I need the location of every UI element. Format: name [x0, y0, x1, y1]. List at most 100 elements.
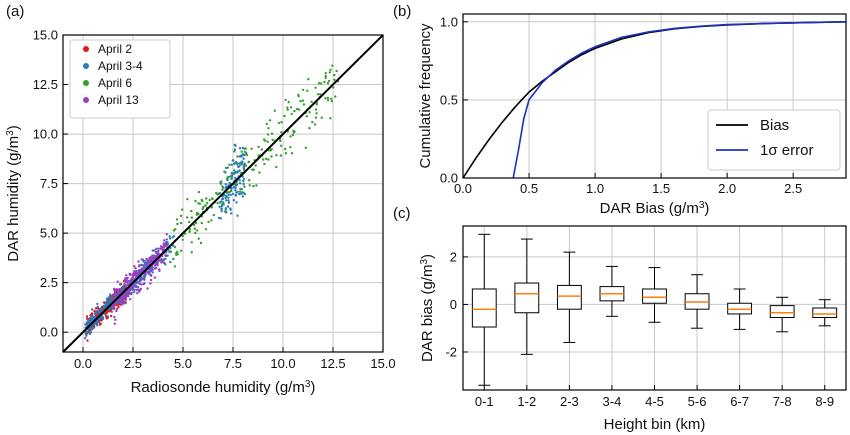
legend-marker [83, 97, 89, 103]
scatter-point [238, 179, 241, 182]
scatter-point [155, 252, 158, 255]
scatter-point [267, 127, 270, 130]
scatter-point [172, 257, 175, 261]
scatter-point [270, 155, 273, 158]
scatter-point [231, 159, 234, 162]
scatter-point [229, 189, 233, 193]
scatter-point [329, 68, 332, 72]
scatter-point [135, 269, 138, 273]
scatter-point [85, 315, 89, 318]
panel-c-ytick-label: 2 [450, 249, 457, 264]
scatter-point [233, 148, 237, 151]
scatter-point [207, 220, 210, 224]
scatter-point [168, 235, 171, 238]
scatter-point [163, 261, 166, 265]
scatter-point [116, 280, 119, 283]
scatter-point [242, 157, 245, 160]
scatter-point [113, 291, 117, 294]
iqr-box [769, 305, 795, 319]
scatter-point [320, 116, 323, 119]
scatter-point [190, 251, 193, 254]
scatter-point [284, 98, 287, 102]
scatter-point [134, 267, 137, 270]
scatter-point [114, 295, 118, 298]
panel-a-label: (a) [6, 3, 24, 20]
scatter-point [228, 163, 231, 166]
scatter-point [190, 216, 194, 219]
scatter-point [220, 205, 223, 208]
scatter-point [290, 112, 293, 116]
scatter-point [299, 99, 302, 103]
scatter-point [238, 182, 242, 185]
scatter-point [86, 318, 90, 322]
scatter-point [260, 148, 263, 151]
scatter-point [125, 292, 128, 295]
scatter-point [233, 169, 236, 172]
scatter-point [279, 144, 283, 147]
scatter-point [113, 289, 116, 292]
legend-marker [83, 63, 89, 69]
box-6-7 [727, 288, 753, 330]
scatter-point [145, 261, 148, 264]
scatter-point [185, 216, 189, 219]
scatter-point [215, 191, 218, 195]
scatter-point [275, 165, 278, 169]
scatter-point [326, 96, 330, 100]
legend-box [69, 39, 171, 119]
scatter-point [188, 230, 191, 233]
scatter-point [91, 308, 94, 311]
scatter-point [141, 258, 145, 261]
scatter-point [84, 332, 87, 336]
scatter-point [221, 186, 225, 189]
scatter-point [217, 216, 221, 220]
scatter-point [158, 269, 161, 273]
scatter-point [330, 100, 333, 103]
scatter-point [233, 162, 236, 166]
scatter-point [138, 264, 141, 267]
scatter-point [143, 278, 146, 281]
scatter-point [314, 108, 318, 111]
scatter-point [135, 288, 138, 292]
scatter-point [136, 292, 139, 295]
scatter-point [223, 170, 226, 173]
scatter-point [310, 100, 313, 104]
scatter-point [286, 108, 289, 112]
scatter-point [304, 146, 307, 149]
scatter-point [324, 72, 327, 75]
scatter-point [143, 275, 146, 278]
scatter-point [228, 181, 231, 185]
panel-c-ytick-label: -2 [445, 344, 457, 359]
scatter-point [152, 256, 155, 260]
scatter-point [248, 179, 251, 182]
scatter-point [230, 212, 233, 215]
panel-a-xlabel: Radiosonde humidity (g/m3) [131, 379, 316, 397]
scatter-point [236, 190, 239, 194]
scatter-point [284, 152, 288, 155]
scatter-point [201, 207, 204, 211]
scatter-point [210, 197, 214, 200]
scatter-point [229, 207, 232, 210]
scatter-point [186, 198, 189, 201]
panel-c-xtick-label: 5-6 [688, 394, 707, 409]
scatter-point [156, 250, 160, 253]
scatter-point [210, 219, 213, 222]
panel-a-xtick-label: 10.0 [270, 356, 295, 371]
legend-entry: 1σ error [760, 142, 813, 159]
scatter-point [291, 133, 295, 137]
scatter-point [139, 278, 143, 282]
scatter-point [231, 192, 235, 196]
scatter-point [230, 171, 233, 175]
scatter-point [266, 140, 269, 143]
scatter-point [133, 265, 136, 268]
legend-entry: April 2 [98, 42, 132, 56]
scatter-point [176, 222, 179, 226]
panel-a-xtick-label: 5.0 [174, 356, 192, 371]
scatter-point [116, 288, 119, 292]
scatter-point [133, 274, 136, 277]
scatter-point [226, 205, 230, 208]
scatter-point [155, 266, 158, 270]
scatter-point [127, 295, 130, 298]
scatter-point [188, 228, 192, 231]
scatter-point [293, 130, 296, 133]
scatter-point [164, 257, 167, 261]
